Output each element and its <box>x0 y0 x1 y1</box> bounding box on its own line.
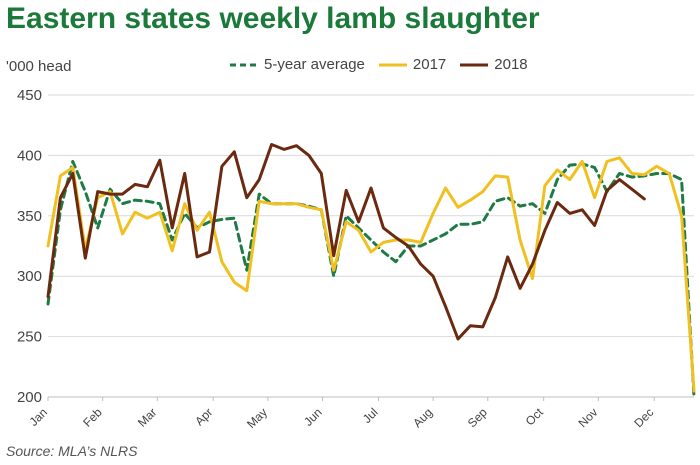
legend-item-2018: 2018 <box>460 56 528 73</box>
y-axis-unit-label: '000 head <box>6 58 72 75</box>
y-tick-label-300: 300 <box>17 268 42 285</box>
legend-item-2017: 2017 <box>378 56 447 73</box>
legend-label-2017: 2017 <box>412 56 447 73</box>
x-tick-label-apr: Apr <box>192 405 215 428</box>
legend-label-2018: 2018 <box>494 56 528 73</box>
y-tick-label-200: 200 <box>17 389 42 406</box>
y-tick-label-400: 400 <box>17 147 42 164</box>
series-line-2017 <box>46 156 696 393</box>
x-tick-label-may: May <box>244 405 270 431</box>
x-tick-label-oct: Oct <box>523 405 547 429</box>
x-tick-label-aug: Aug <box>410 405 435 430</box>
x-tick-label-dec: Dec <box>631 405 656 430</box>
series-line-5yr <box>46 159 696 399</box>
x-tick-label-mar: Mar <box>135 405 160 430</box>
y-tick-label-350: 350 <box>17 208 42 225</box>
series-line-2018 <box>46 143 646 341</box>
x-tick-label-feb: Feb <box>80 405 105 430</box>
chart-title: Eastern states weekly lamb slaughter <box>6 2 540 35</box>
chart-legend: 5-year average 2017 2018 <box>230 56 528 73</box>
legend-label-5yr: 5-year average <box>264 56 365 73</box>
x-tick-label-jun: Jun <box>301 405 325 429</box>
source-note: Source: MLA’s NLRS <box>6 443 138 459</box>
x-tick-label-sep: Sep <box>465 405 490 430</box>
x-tick-label-jan: Jan <box>27 405 51 429</box>
y-tick-label-250: 250 <box>17 329 42 346</box>
legend-item-5yr: 5-year average <box>230 56 365 73</box>
x-tick-label-nov: Nov <box>575 405 600 430</box>
y-tick-label-450: 450 <box>17 87 42 104</box>
x-tick-label-jul: Jul <box>360 405 381 426</box>
